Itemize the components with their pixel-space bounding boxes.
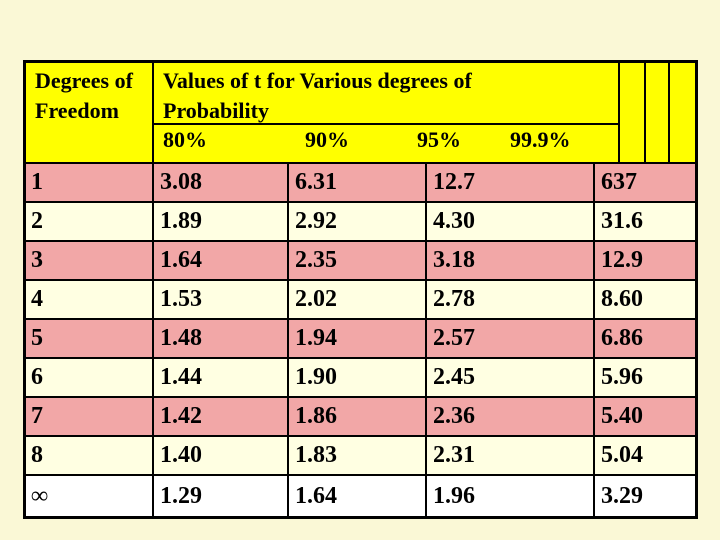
value-cell: 1.42: [154, 398, 289, 435]
value-cell: 2.57: [427, 320, 595, 357]
percent-header-90: 90%: [305, 127, 349, 152]
header-divider-values-end: [618, 63, 620, 162]
value-cell: 2.78: [427, 281, 595, 318]
value-cell: 1.94: [289, 320, 427, 357]
percent-header-95: 95%: [417, 127, 461, 152]
percent-header-80: 80%: [163, 127, 207, 152]
df-cell: 6: [26, 359, 154, 396]
header-divider-df: [152, 63, 154, 162]
table-row: 5 1.48 1.94 2.57 6.86: [26, 320, 695, 359]
value-cell: 2.31: [427, 437, 595, 474]
value-cell: 1.86: [289, 398, 427, 435]
table-body: 1 3.08 6.31 12.7 637 2 1.89 2.92 4.30 31.6 3 1.64 2.…: [26, 164, 695, 516]
value-cell: 5.40: [601, 403, 643, 429]
value-cell: 1.40: [154, 437, 289, 474]
value-cell: 2.35: [289, 242, 427, 279]
value-cell: 1.96: [427, 476, 595, 516]
value-cell: 3.18: [427, 242, 595, 279]
df-cell: 7: [26, 398, 154, 435]
value-cell: 1.29: [154, 476, 289, 516]
percent-header-99-9: 99.9%: [510, 127, 571, 152]
value-cell: 3.08: [154, 164, 289, 201]
value-cell: 1.83: [289, 437, 427, 474]
t-distribution-table: Degrees of Freedom Values of t for Vario…: [23, 60, 698, 519]
value-cell: 1.44: [154, 359, 289, 396]
value-cell: 1.53: [154, 281, 289, 318]
table-header: Degrees of Freedom Values of t for Vario…: [26, 63, 695, 164]
value-cell: 1.64: [289, 476, 427, 516]
df-cell: 1: [26, 164, 154, 201]
title-underline: [154, 123, 618, 125]
value-cell: 4.30: [427, 203, 595, 240]
value-cell: 12.9: [601, 247, 643, 273]
value-cell: 3.29: [601, 482, 643, 509]
df-cell: ∞: [26, 476, 154, 516]
table-row: 2 1.89 2.92 4.30 31.6: [26, 203, 695, 242]
values-title-line2: Probability: [163, 98, 269, 123]
value-cell: 6.86: [601, 325, 643, 351]
value-cell: 31.6: [601, 208, 643, 234]
value-cell: 1.48: [154, 320, 289, 357]
value-cell: 5.96: [601, 364, 643, 390]
value-cell: 12.7: [427, 164, 595, 201]
value-cell: 2.45: [427, 359, 595, 396]
value-cell: 1.64: [154, 242, 289, 279]
value-cell: 637: [601, 169, 637, 195]
table-row: 8 1.40 1.83 2.31 5.04: [26, 437, 695, 476]
df-cell: 2: [26, 203, 154, 240]
value-cell: 2.02: [289, 281, 427, 318]
value-cell: 1.90: [289, 359, 427, 396]
df-cell: 4: [26, 281, 154, 318]
header-divider-narrow-2: [668, 63, 670, 162]
value-cell: 5.04: [601, 442, 643, 468]
table-row: 1 3.08 6.31 12.7 637: [26, 164, 695, 203]
value-cell: 2.36: [427, 398, 595, 435]
header-divider-narrow-1: [644, 63, 646, 162]
df-header-line1: Degrees of: [35, 68, 133, 93]
values-title-line1: Values of t for Various degrees of: [163, 68, 472, 93]
table-row: ∞ 1.29 1.64 1.96 3.29: [26, 476, 695, 516]
table-row: 6 1.44 1.90 2.45 5.96: [26, 359, 695, 398]
degrees-of-freedom-header: Degrees of Freedom: [35, 66, 133, 126]
df-cell: 8: [26, 437, 154, 474]
df-header-line2: Freedom: [35, 98, 119, 123]
table-row: 3 1.64 2.35 3.18 12.9: [26, 242, 695, 281]
df-cell: 3: [26, 242, 154, 279]
value-cell: 2.92: [289, 203, 427, 240]
value-cell: 1.89: [154, 203, 289, 240]
values-title: Values of t for Various degrees of Proba…: [163, 66, 472, 126]
table-row: 4 1.53 2.02 2.78 8.60: [26, 281, 695, 320]
value-cell: 8.60: [601, 286, 643, 312]
value-cell: 6.31: [289, 164, 427, 201]
df-cell: 5: [26, 320, 154, 357]
table-row: 7 1.42 1.86 2.36 5.40: [26, 398, 695, 437]
